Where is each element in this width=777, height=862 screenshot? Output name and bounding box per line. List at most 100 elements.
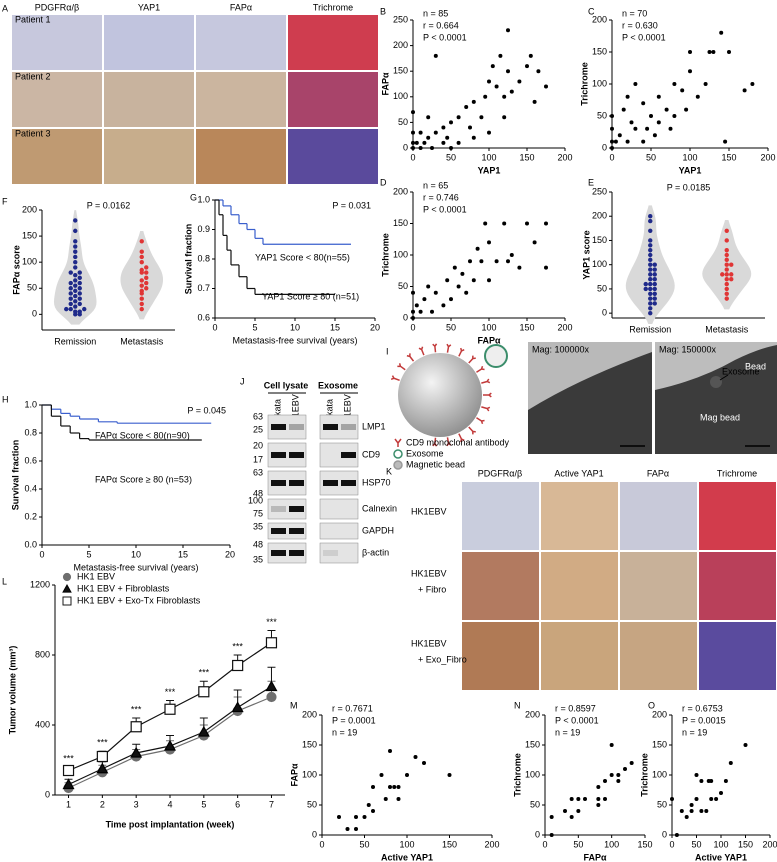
data-point — [729, 277, 734, 282]
antibody — [483, 392, 492, 398]
y-tick-label: 50 — [657, 799, 667, 809]
y-tick-label: 800 — [35, 649, 50, 659]
violin — [120, 231, 164, 320]
data-point — [648, 277, 653, 282]
data-point — [362, 815, 367, 819]
data-point — [703, 82, 708, 86]
data-point — [569, 815, 574, 819]
data-point — [483, 94, 488, 99]
data-point — [648, 228, 653, 233]
data-point — [648, 247, 653, 253]
data-point — [723, 139, 728, 144]
data-point — [724, 267, 729, 272]
blot-band — [289, 550, 304, 556]
data-point — [371, 809, 375, 813]
x-tick-label: 150 — [637, 839, 652, 849]
significance: *** — [63, 753, 74, 763]
data-point — [144, 286, 149, 291]
data-point — [623, 767, 627, 771]
data-point — [532, 99, 537, 104]
x-tick-label: 150 — [519, 152, 534, 162]
stat-label: n = 19 — [682, 727, 707, 737]
y-axis-label: Trichrome — [380, 233, 390, 277]
x-axis-label: FAPα — [477, 335, 501, 345]
panel-letter: E — [588, 177, 594, 187]
y-tick-label: 0 — [403, 312, 408, 322]
antibody — [481, 378, 491, 384]
data-point — [198, 686, 210, 698]
histology-image — [12, 15, 102, 70]
stat-label: P < 0.0001 — [622, 32, 666, 42]
stat-label: r = 0.8597 — [555, 703, 596, 713]
antibody — [406, 353, 415, 362]
stat-label: P = 0.0001 — [332, 715, 376, 725]
x-tick-label: 20 — [225, 549, 235, 559]
mw-marker: 75 — [253, 508, 263, 518]
data-point — [139, 267, 144, 273]
histology-image — [104, 129, 194, 184]
y-tick-label: 100 — [652, 769, 667, 779]
image-label: Mag: 150000x — [659, 344, 717, 354]
lane-label: HK1EBV — [342, 394, 352, 430]
x-tick-label: 0 — [212, 322, 217, 332]
data-point — [648, 310, 653, 316]
x-tick-label: 15 — [178, 549, 188, 559]
data-point — [471, 135, 476, 140]
data-point — [528, 53, 533, 58]
y-tick-label: 100 — [302, 769, 317, 779]
data-point — [742, 88, 747, 93]
data-point — [413, 755, 418, 759]
data-point — [460, 271, 465, 276]
data-point — [96, 762, 109, 774]
y-tick-label: 200 — [302, 709, 317, 719]
data-point — [724, 262, 729, 267]
blot-strip — [267, 542, 307, 564]
significance: *** — [199, 668, 210, 678]
y-tick-label: 50 — [398, 117, 408, 127]
data-point — [73, 293, 78, 299]
ihc-image — [462, 552, 539, 620]
y-tick-label: 0.6 — [24, 455, 37, 465]
data-point — [549, 815, 554, 819]
x-tick-label: Metastasis — [120, 336, 164, 346]
data-point — [576, 809, 581, 813]
stat-label: n = 19 — [332, 727, 357, 737]
data-point — [616, 773, 621, 777]
antibody — [390, 375, 400, 381]
x-tick-label: 4 — [167, 799, 172, 809]
data-point — [464, 290, 469, 295]
data-point — [724, 257, 729, 263]
x-tick-label: 2 — [100, 799, 105, 809]
data-point — [73, 273, 78, 278]
data-point — [610, 126, 614, 131]
data-point — [73, 239, 78, 244]
data-point — [366, 803, 371, 807]
y-tick-label: 100 — [22, 257, 37, 267]
callout: Exosome — [722, 366, 760, 376]
data-point — [699, 809, 704, 813]
mw-marker: 35 — [253, 554, 263, 564]
data-point — [383, 797, 388, 801]
data-point — [479, 259, 484, 264]
stat-label: n = 19 — [555, 727, 580, 737]
data-point — [502, 94, 507, 99]
data-point — [62, 764, 75, 777]
data-point — [609, 773, 614, 777]
data-point — [468, 125, 472, 130]
data-point — [265, 680, 278, 692]
data-point — [652, 296, 657, 301]
data-point — [73, 288, 78, 294]
data-point — [643, 286, 648, 292]
data-point — [670, 797, 674, 801]
stat-label: r = 0.664 — [423, 20, 459, 30]
data-point — [648, 262, 653, 267]
data-point — [502, 221, 507, 226]
x-axis-label: Time post implantation (week) — [106, 819, 235, 829]
data-point — [648, 214, 653, 219]
data-point — [441, 140, 446, 145]
row-label: HK1EBV — [411, 506, 447, 516]
y-tick-label: 150 — [22, 230, 37, 240]
blot-group: Cell lysate — [264, 380, 309, 390]
panel-letter: O — [648, 700, 655, 710]
data-point — [641, 101, 646, 106]
